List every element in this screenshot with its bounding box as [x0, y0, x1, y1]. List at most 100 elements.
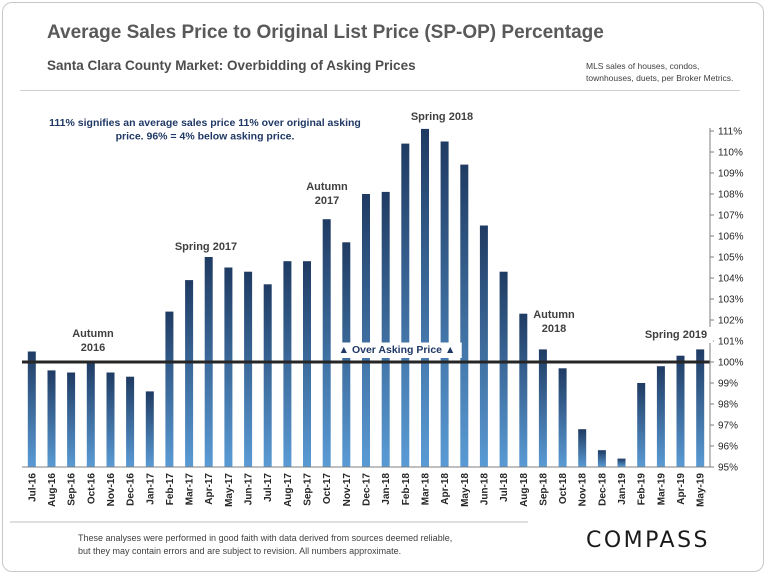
- x-tick-label: Dec-16: [126, 473, 137, 506]
- over-asking-label-background: [332, 342, 462, 358]
- explanation-note: 111% signifies an average sales price 11…: [49, 117, 361, 129]
- chart-title: Average Sales Price to Original List Pri…: [47, 22, 604, 43]
- x-tick-label: Oct-16: [86, 473, 97, 505]
- bar-Dec-18: [597, 450, 606, 467]
- x-tick-label: Apr-19: [676, 473, 687, 505]
- source-note-line-2: townhouses, duets, per Broker Metrics.: [586, 73, 734, 83]
- source-note: MLS sales of houses, condos, townhouses,…: [586, 60, 756, 84]
- y-tick-label: 107%: [718, 211, 744, 222]
- x-tick-label: Dec-18: [597, 473, 608, 506]
- y-tick-label: 104%: [718, 274, 744, 285]
- x-tick-label: Oct-17: [322, 473, 333, 505]
- bar-Mar-17: [185, 280, 194, 467]
- y-tick-label: 111%: [718, 127, 742, 138]
- y-tick-label: 103%: [718, 295, 744, 306]
- x-tick-label: Jun-17: [244, 473, 255, 506]
- annotation-autumn-2016-background: [71, 326, 115, 356]
- x-tick-label: Sep-17: [303, 473, 314, 506]
- x-tick-label: May-18: [460, 473, 471, 507]
- bar-Jun-18: [479, 225, 488, 467]
- x-tick-label: Apr-17: [204, 473, 215, 505]
- y-tick-label: 110%: [718, 148, 743, 159]
- x-tick-label: Oct-18: [558, 473, 569, 505]
- bar-Apr-19: [676, 355, 685, 467]
- x-tick-label: Dec-17: [362, 473, 373, 506]
- source-note-line-1: MLS sales of houses, condos,: [586, 61, 700, 71]
- bar-Nov-18: [578, 429, 587, 467]
- annotation-autumn-2016: 2016: [81, 342, 105, 354]
- bar-May-18: [460, 164, 469, 467]
- bar-Aug-16: [47, 370, 56, 467]
- y-tick-label: 100%: [718, 358, 744, 369]
- x-tick-label: Jan-18: [381, 473, 392, 505]
- bar-Feb-17: [165, 311, 174, 467]
- x-tick-label: Nov-18: [578, 473, 589, 507]
- bar-Sep-17: [303, 261, 311, 467]
- bar-Sep-16: [67, 372, 76, 467]
- bar-Feb-19: [637, 383, 646, 467]
- annotation-spring-2017: Spring 2017: [175, 241, 237, 253]
- y-tick-label: 106%: [718, 232, 744, 243]
- bar-Dec-17: [362, 194, 370, 467]
- x-tick-label: Aug-17: [283, 473, 294, 507]
- x-tick-label: Feb-17: [165, 473, 176, 506]
- explanation-note-background: [19, 115, 391, 145]
- bar-May-19: [696, 349, 705, 467]
- bar-Jun-17: [244, 271, 253, 467]
- x-tick-label: Aug-16: [47, 473, 58, 507]
- y-tick-label: 102%: [718, 316, 744, 327]
- bar-Oct-17: [322, 219, 331, 467]
- bar-Feb-18: [401, 143, 410, 467]
- annotation-autumn-2018-background: [532, 307, 576, 337]
- x-tick-label: Jul-16: [27, 473, 38, 502]
- x-tick-label: Feb-18: [401, 473, 412, 506]
- over-asking-label: ▲ Over Asking Price ▲: [339, 344, 456, 356]
- x-tick-label: Sep-18: [538, 473, 549, 506]
- annotation-autumn-2018: Autumn: [533, 309, 575, 321]
- annotation-spring-2019: Spring 2019: [645, 329, 707, 341]
- annotation-autumn-2016: Autumn: [72, 328, 114, 340]
- x-tick-label: Jul-17: [263, 473, 274, 502]
- bar-Dec-16: [126, 376, 135, 467]
- bar-Jan-18: [381, 191, 390, 467]
- bar-May-17: [224, 267, 233, 467]
- x-tick-label: Jan-17: [145, 473, 156, 505]
- x-tick-label: Jul-18: [499, 473, 510, 502]
- y-tick-label: 108%: [718, 190, 744, 201]
- bar-Sep-18: [538, 349, 547, 467]
- x-tick-label: Nov-17: [342, 473, 353, 507]
- bar-Apr-18: [440, 141, 449, 467]
- bar-Jan-19: [617, 458, 626, 467]
- bar-Aug-18: [519, 313, 528, 467]
- bar-Jul-16: [27, 351, 36, 467]
- y-tick-label: 109%: [718, 169, 744, 180]
- x-tick-label: Aug-18: [519, 473, 530, 507]
- x-tick-label: Jun-18: [479, 473, 490, 506]
- disclaimer: These analyses were performed in good fa…: [78, 532, 518, 558]
- disclaimer-line-2: but they may contain errors and are subj…: [78, 546, 402, 556]
- bar-Oct-16: [86, 362, 95, 467]
- bar-Mar-18: [421, 128, 429, 467]
- x-tick-label: Mar-17: [185, 473, 196, 506]
- bar-Oct-18: [558, 368, 567, 467]
- x-tick-label: Feb-19: [637, 473, 648, 506]
- annotation-autumn-2017: 2017: [315, 195, 339, 207]
- annotation-spring-2017-background: [169, 239, 243, 255]
- bar-Jul-17: [263, 284, 272, 467]
- header-divider: [20, 90, 740, 91]
- bar-Aug-17: [283, 261, 292, 467]
- annotation-spring-2018: Spring 2018: [411, 111, 473, 123]
- x-tick-label: Sep-16: [67, 473, 78, 506]
- compass-logo: COMPASS: [586, 528, 710, 553]
- annotation-spring-2018-background: [405, 109, 479, 125]
- bar-Jul-18: [499, 271, 508, 467]
- bar-Jan-17: [145, 391, 154, 467]
- bar-Nov-16: [106, 372, 115, 467]
- x-tick-label: Mar-18: [420, 473, 431, 506]
- annotation-autumn-2018: 2018: [542, 323, 566, 335]
- x-tick-label: May-17: [224, 473, 235, 507]
- x-tick-label: Mar-19: [656, 473, 667, 506]
- y-tick-label: 98%: [718, 400, 738, 411]
- y-tick-label: 101%: [718, 337, 744, 348]
